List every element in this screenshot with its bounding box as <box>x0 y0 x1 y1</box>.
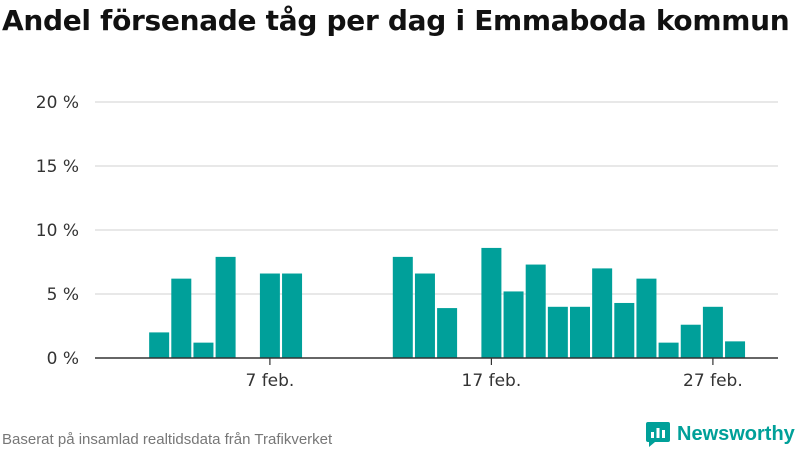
bar <box>414 273 435 358</box>
x-tick-label: 17 feb. <box>462 371 522 391</box>
y-tick-label: 5 % <box>47 285 79 305</box>
y-tick-label: 20 % <box>36 93 79 113</box>
bar <box>171 278 192 358</box>
bar <box>592 268 613 358</box>
x-axis: 7 feb. 17 feb. 27 feb. <box>95 357 778 391</box>
bar <box>149 332 170 358</box>
y-tick-label: 10 % <box>36 221 79 241</box>
bar <box>680 324 701 358</box>
bar <box>725 341 746 358</box>
y-axis-labels: 0 % 5 % 10 % 15 % 20 % <box>36 93 79 369</box>
gridlines <box>95 101 778 295</box>
bar <box>702 306 723 358</box>
bar <box>215 256 236 358</box>
bar <box>392 256 413 358</box>
bar <box>525 264 546 358</box>
bars <box>149 247 746 358</box>
chart-title: Andel försenade tåg per dag i Emmaboda k… <box>2 4 790 37</box>
bar <box>282 273 303 358</box>
bar <box>503 291 524 358</box>
bar <box>259 273 280 358</box>
y-tick-label: 0 % <box>47 349 79 369</box>
newsworthy-logo-icon <box>646 422 670 447</box>
bar <box>614 302 635 358</box>
bar <box>658 342 679 358</box>
source-note: Baserat på insamlad realtidsdata från Tr… <box>2 431 333 448</box>
bar <box>437 308 458 358</box>
x-tick-label: 27 feb. <box>683 371 743 391</box>
y-tick-label: 15 % <box>36 157 79 177</box>
brand-logo[interactable]: Newsworthy <box>645 420 795 448</box>
bar <box>547 306 568 358</box>
brand-name: Newsworthy <box>677 422 795 445</box>
bar <box>636 278 657 358</box>
bar <box>481 247 502 358</box>
x-tick-label: 7 feb. <box>245 371 294 391</box>
bar <box>570 306 590 358</box>
bar <box>193 342 214 358</box>
